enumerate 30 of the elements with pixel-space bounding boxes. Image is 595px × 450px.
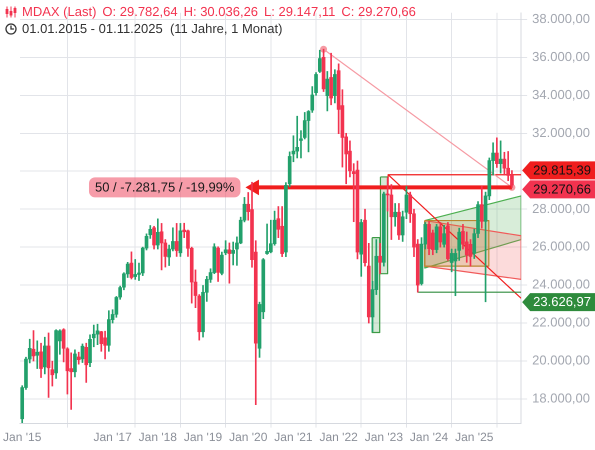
x-tick-label: Jan '22 <box>319 430 358 444</box>
y-tick-label: 20.000,00 <box>532 352 590 368</box>
x-tick-label: Jan '19 <box>184 430 223 444</box>
annotation: 50 / -7.281,75 / -19,99% <box>94 180 235 194</box>
annotation: H: 30.036,26 <box>184 4 258 20</box>
y-tick-label: 32.000,00 <box>532 124 590 140</box>
y-tick-label: 24.000,00 <box>532 276 590 292</box>
text: 29.270,66 <box>533 181 592 196</box>
annotation: O: 29.782,64 <box>102 4 178 20</box>
text: 01.01.2015 - 01.11.2025 (11 Jahre, 1 Monat) <box>22 21 282 37</box>
x-tick-label: Jan '24 <box>410 430 449 444</box>
y-tick-label: 38.000,00 <box>532 11 590 26</box>
y-tick-label: 18.000,00 <box>532 390 590 406</box>
annotation: L: 29.147,11 <box>264 4 336 20</box>
x-tick-label: Jan '17 <box>93 430 132 444</box>
x-tick-label: Jan '18 <box>138 430 178 444</box>
y-tick-label: 22.000,00 <box>532 314 590 330</box>
data-label: 23.626,97 <box>533 294 592 310</box>
y-tick-label: 26.000,00 <box>532 238 590 254</box>
x-tick-label: Jan '21 <box>274 430 313 444</box>
x-tick-label: Jan '15 <box>3 430 42 444</box>
x-tick-label: Jan '23 <box>364 430 404 444</box>
y-tick-label: 34.000,00 <box>532 86 590 102</box>
y-tick-label: 36.000,00 <box>532 48 590 64</box>
x-tick-label: Jan '25 <box>455 430 494 444</box>
annotation: C: 29.270,66 <box>341 4 416 20</box>
chart-title: MDAX (Last) <box>22 4 96 20</box>
data-label: 29.815,39 <box>533 162 592 178</box>
y-tick-label: 28.000,00 <box>532 200 590 216</box>
x-tick-label: Jan '20 <box>229 430 268 444</box>
